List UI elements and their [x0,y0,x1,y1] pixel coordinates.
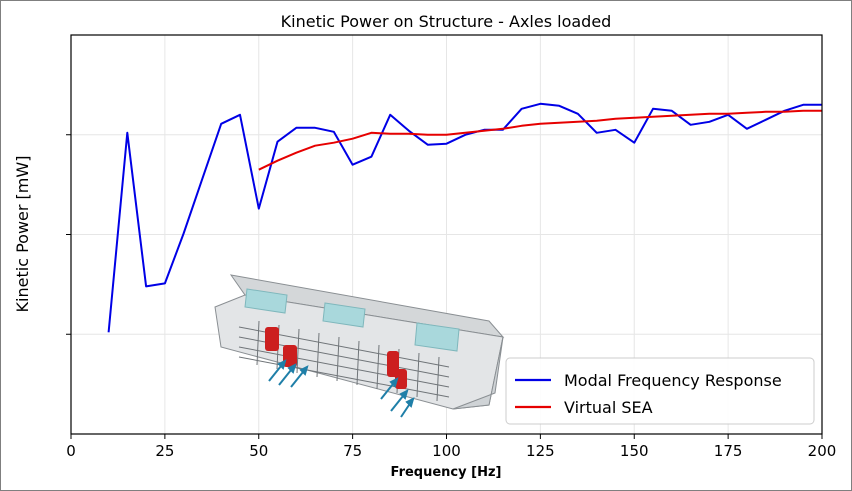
x-tick-label: 125 [526,442,555,460]
y-axis-label: Kinetic Power [mW] [13,156,32,313]
series-line-0 [107,102,822,333]
legend-label-sea: Virtual SEA [564,398,653,417]
x-tick-label: 25 [155,442,174,460]
chart-title: Kinetic Power on Structure - Axles loade… [281,12,612,31]
x-tick-label: 200 [808,442,837,460]
x-tick-label: 150 [620,442,649,460]
bus-window-2 [322,302,366,328]
series-line-1 [258,109,822,171]
legend: Modal Frequency Response Virtual SEA [505,357,815,425]
bus-model-inset-image [214,274,505,418]
x-tick-label: 100 [432,442,461,460]
x-axis-ticks: 0 25 50 75 100 125 150 175 200 [66,434,836,460]
bus-front-shape [452,336,504,410]
x-tick-label: 175 [714,442,743,460]
x-tick-label: 0 [66,442,76,460]
force-arrows [268,359,415,418]
x-axis-label: Frequency [Hz] [391,465,502,480]
axle-load-markers [265,327,407,389]
bus-window-1 [244,288,288,314]
legend-label-modal: Modal Frequency Response [564,371,782,390]
legend-box [505,357,815,425]
series-layer [107,102,822,333]
bus-window-3 [414,322,460,352]
x-tick-label: 50 [249,442,268,460]
x-tick-label: 75 [343,442,362,460]
y-axis-ticks [66,134,71,335]
